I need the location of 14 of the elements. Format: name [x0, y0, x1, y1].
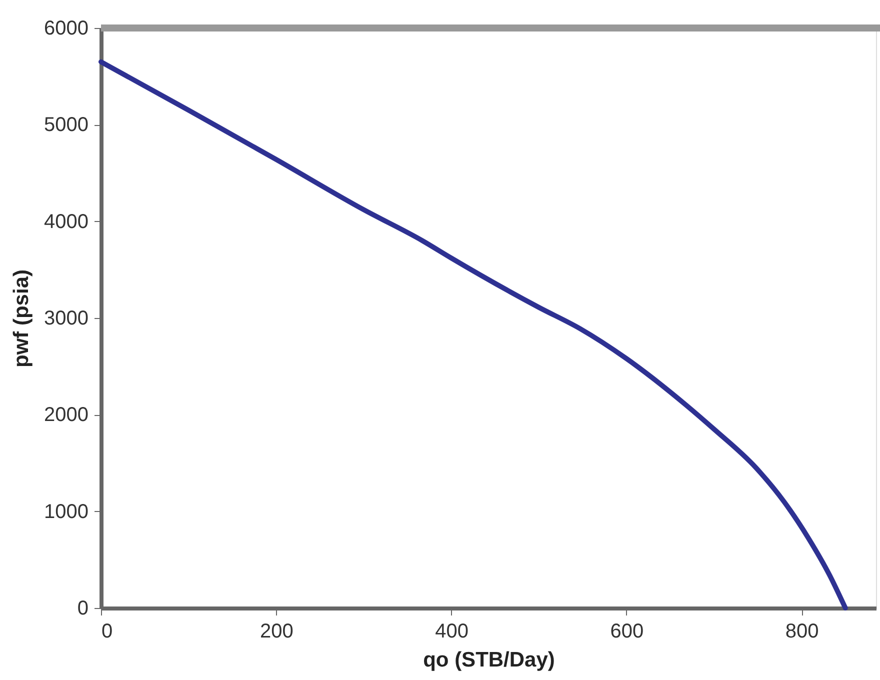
y-tick-label: 3000: [44, 308, 88, 330]
y-tick-label: 6000: [44, 18, 88, 40]
x-tick-label: 0: [102, 620, 113, 642]
y-tick-label: 5000: [44, 114, 88, 136]
y-axis-title: pwf (psia): [10, 270, 34, 368]
y-tick-label: 2000: [44, 404, 88, 426]
y-tick-label: 4000: [44, 210, 88, 233]
x-tick-label: 400: [435, 620, 468, 642]
x-tick-label: 600: [610, 620, 644, 642]
y-tick-label: 1000: [44, 500, 88, 523]
x-axis-title: qo (STB/Day): [423, 648, 555, 672]
y-tick-label: 0: [77, 598, 88, 620]
x-tick-label: 800: [785, 620, 819, 642]
x-tick-label: 200: [260, 620, 294, 642]
